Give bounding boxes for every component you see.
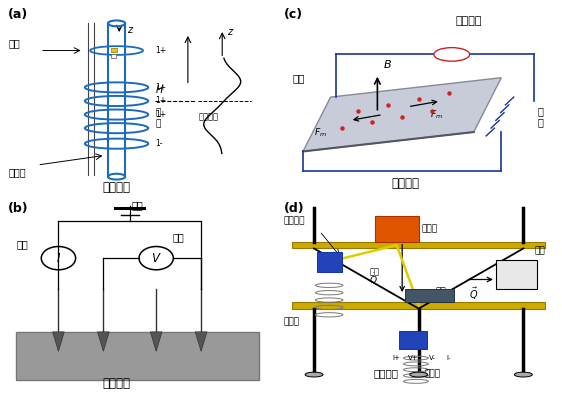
Text: 电: 电: [537, 106, 543, 116]
Text: $F_m$: $F_m$: [314, 126, 327, 139]
Text: 1-: 1-: [155, 139, 162, 148]
Text: 加热器: 加热器: [422, 225, 438, 234]
Text: 电压: 电压: [172, 232, 184, 242]
Bar: [405, 289, 455, 302]
Text: 银线: 银线: [534, 246, 545, 255]
Text: $I$: $I$: [56, 251, 61, 265]
Text: H: H: [156, 85, 164, 95]
Text: 1+: 1+: [155, 97, 166, 105]
Text: $\dot{Q}$: $\dot{Q}$: [369, 272, 378, 287]
Text: $V$: $V$: [151, 251, 161, 265]
Polygon shape: [151, 332, 162, 351]
Text: (a): (a): [8, 8, 29, 21]
Polygon shape: [195, 332, 207, 351]
Text: 铜: 铜: [514, 263, 519, 271]
Text: $V_h$: $V_h$: [446, 48, 457, 61]
Text: $\vec{Q}$: $\vec{Q}$: [469, 285, 478, 302]
Bar: [111, 54, 116, 58]
Text: (c): (c): [284, 8, 303, 21]
Text: 1+: 1+: [155, 110, 166, 119]
Text: 场: 场: [156, 120, 161, 129]
Text: 电阻测量: 电阻测量: [102, 377, 130, 390]
Text: 磁化测量: 磁化测量: [102, 181, 130, 194]
Text: 样品管: 样品管: [8, 167, 26, 177]
Bar: [16, 332, 259, 381]
Bar: [375, 217, 419, 242]
Text: 样品: 样品: [435, 287, 446, 297]
Bar: [292, 302, 545, 308]
Text: I+: I+: [393, 355, 401, 361]
Text: (b): (b): [8, 202, 29, 215]
Text: $F_m$: $F_m$: [430, 109, 443, 121]
Text: 1+: 1+: [155, 83, 166, 92]
Text: z: z: [127, 25, 132, 35]
Text: 热沉: 热沉: [511, 272, 522, 281]
Text: 铂钨线: 铂钨线: [424, 369, 441, 379]
Text: 低温胶带: 低温胶带: [284, 217, 305, 226]
Text: 电流: 电流: [16, 240, 28, 249]
FancyBboxPatch shape: [496, 260, 537, 289]
Text: (d): (d): [284, 202, 305, 215]
Text: 1+: 1+: [155, 46, 166, 55]
Text: $B$: $B$: [383, 58, 392, 70]
Bar: [400, 331, 427, 349]
Bar: [317, 252, 342, 272]
Text: 热流: 热流: [369, 267, 379, 276]
Polygon shape: [53, 332, 64, 351]
Text: 热导测量: 热导测量: [373, 368, 398, 379]
Ellipse shape: [514, 372, 532, 377]
Text: 磁: 磁: [156, 108, 161, 117]
Ellipse shape: [410, 372, 428, 377]
Text: z: z: [228, 27, 233, 37]
Bar: [111, 48, 116, 52]
Text: 霍尔测量: 霍尔测量: [391, 177, 419, 190]
Ellipse shape: [434, 48, 470, 61]
Text: 输出信号: 输出信号: [198, 112, 219, 121]
Ellipse shape: [305, 372, 323, 377]
Text: 流: 流: [537, 117, 543, 128]
Text: 横向电压: 横向电压: [455, 15, 482, 26]
Text: I-: I-: [447, 355, 451, 361]
Text: 温度计: 温度计: [284, 318, 300, 327]
Text: 电源: 电源: [132, 200, 143, 210]
Polygon shape: [98, 332, 109, 351]
Text: V+: V+: [408, 355, 419, 361]
Polygon shape: [303, 78, 501, 151]
Bar: [292, 242, 545, 248]
Text: 磁场: 磁场: [292, 73, 305, 83]
Text: V-: V-: [429, 355, 436, 361]
Text: 线圈: 线圈: [8, 38, 20, 49]
